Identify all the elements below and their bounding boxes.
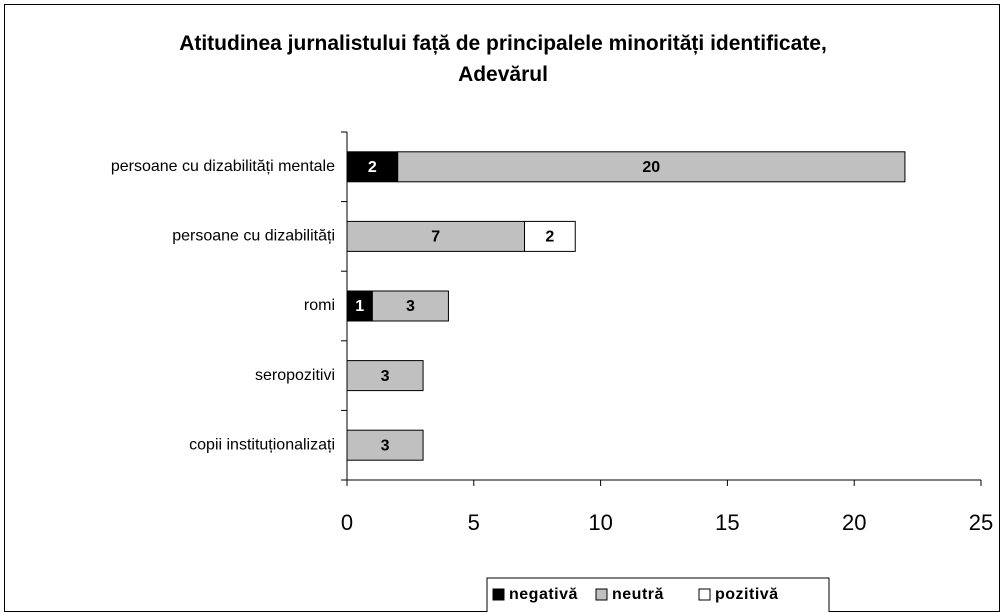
data-label: 3 (406, 298, 415, 315)
legend-swatch (698, 588, 711, 601)
bar-segment (346, 290, 373, 322)
category-label: persoane cu dizabilități (172, 228, 335, 245)
legend-label: negativă (509, 586, 578, 603)
x-tick-label: 5 (468, 510, 480, 535)
x-tick-label: 10 (588, 510, 612, 535)
category-label: persoane cu dizabilități mentale (111, 158, 335, 175)
x-tick-label: 20 (842, 510, 866, 535)
legend-swatch (595, 588, 608, 601)
chart-border (4, 4, 1000, 612)
bar-segment (524, 220, 576, 252)
data-label: 7 (431, 229, 440, 246)
bar-segment (346, 360, 424, 392)
data-label: 20 (642, 159, 660, 176)
legend-label: pozitivă (715, 586, 779, 603)
category-label: seropozitivi (255, 367, 335, 384)
data-label: 2 (545, 229, 554, 246)
legend-swatch (492, 588, 505, 601)
legend-label: neutră (612, 586, 664, 603)
bar-segment (371, 290, 449, 322)
data-label: 3 (381, 437, 390, 454)
bar-segment (397, 151, 906, 183)
chart-title: Atitudinea jurnalistului față de princip… (179, 32, 827, 86)
data-label: 2 (368, 159, 377, 176)
x-tick-label: 15 (715, 510, 739, 535)
category-label: copii instituționalizați (189, 436, 335, 453)
category-label: romi (304, 297, 335, 314)
bar-segment (346, 429, 424, 461)
data-label: 3 (381, 368, 390, 385)
x-tick-label: 25 (969, 510, 993, 535)
x-tick-label: 0 (341, 510, 353, 535)
data-label: 1 (355, 298, 364, 315)
legend-box (486, 577, 830, 612)
